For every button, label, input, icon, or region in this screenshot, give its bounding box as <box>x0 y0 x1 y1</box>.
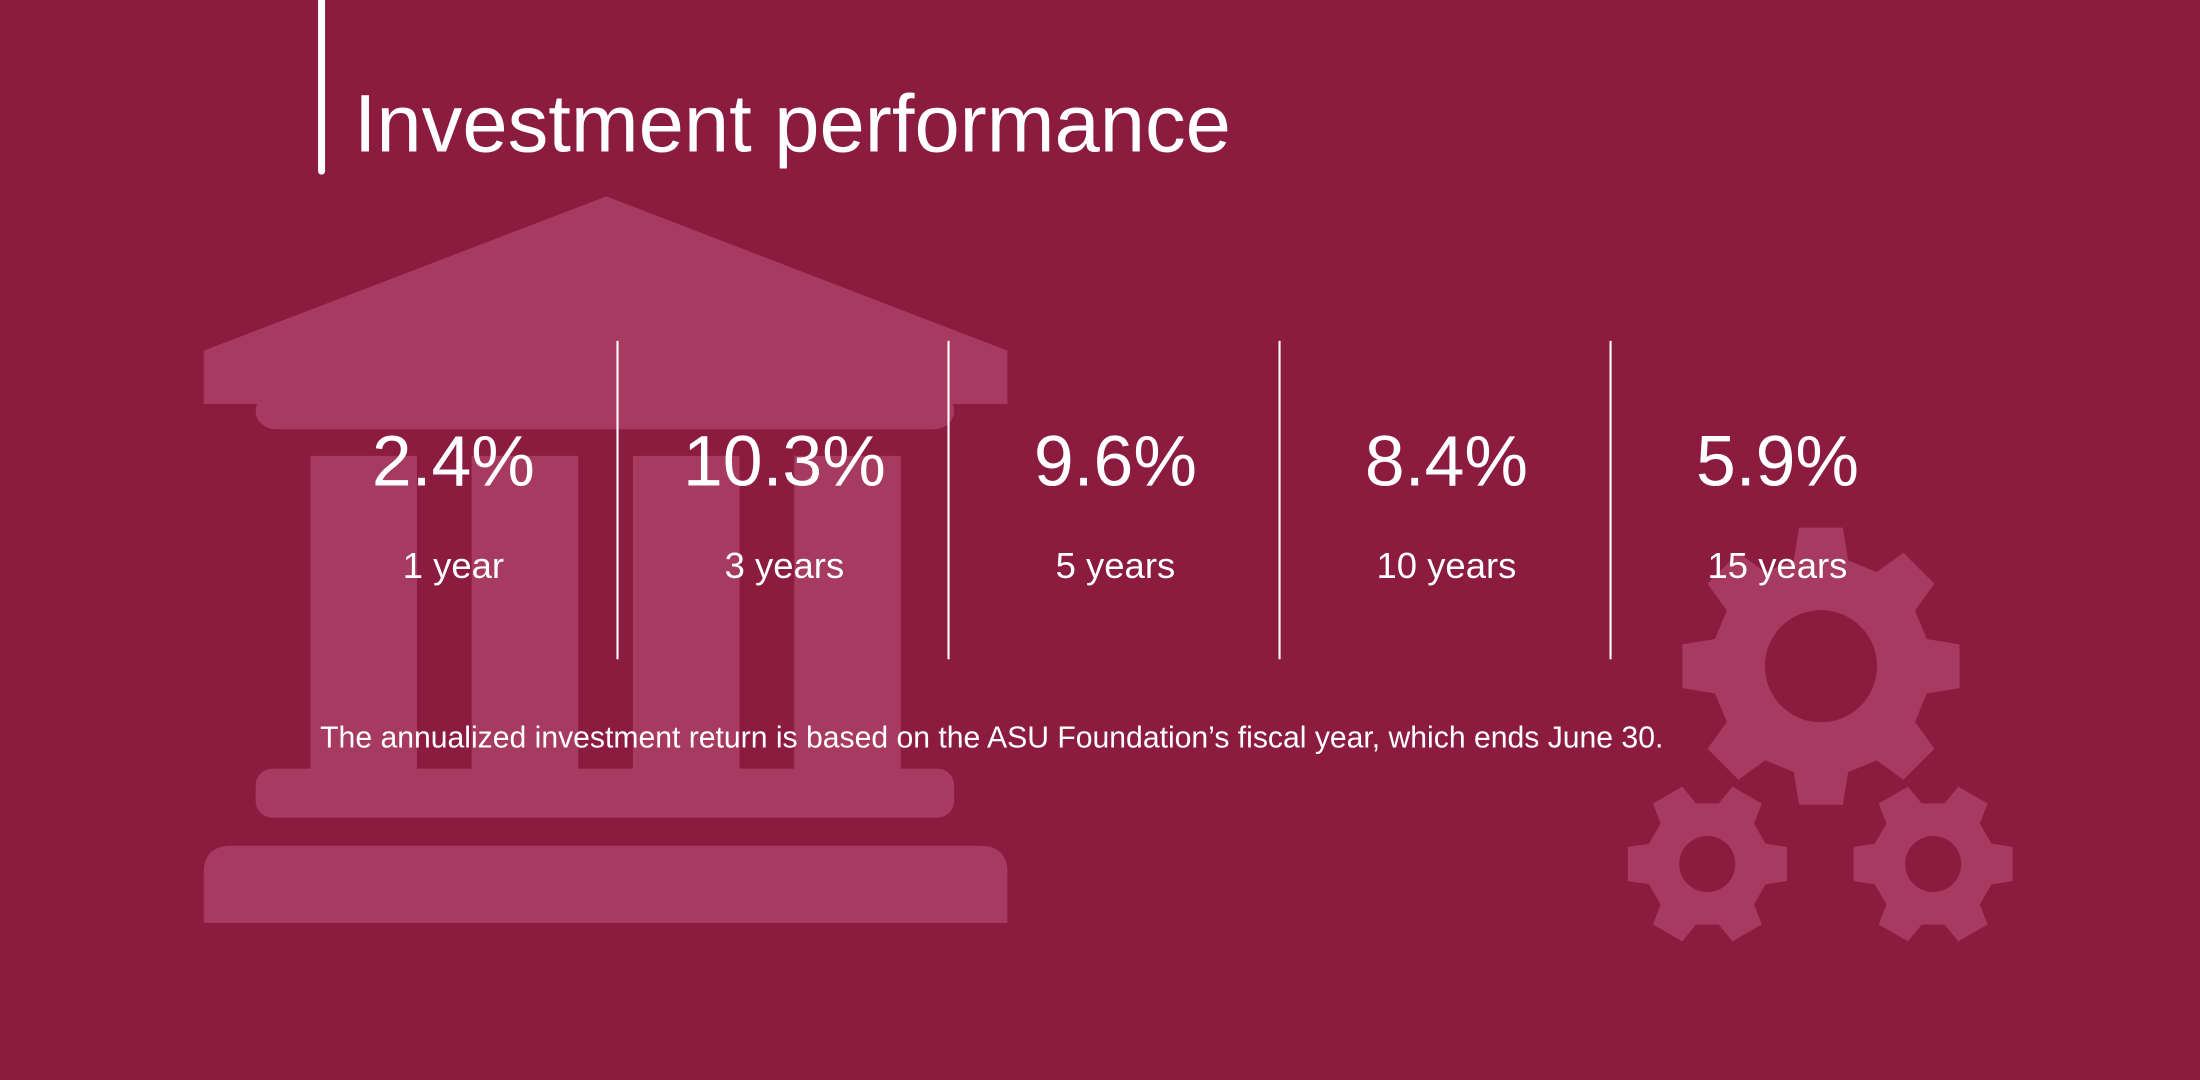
gear <box>1627 786 1787 942</box>
stat-value: 10.3% <box>683 421 886 501</box>
stat-label: 1 year <box>403 545 504 586</box>
stat-value: 8.4% <box>1365 421 1528 501</box>
bank-icon <box>203 196 1008 923</box>
stat-label: 15 years <box>1708 545 1848 586</box>
stat-label: 3 years <box>725 545 845 586</box>
title: Investment performance <box>354 78 1231 169</box>
roof-beam <box>255 392 955 430</box>
gear <box>1853 786 2013 942</box>
stat-label: 10 years <box>1377 545 1517 586</box>
column <box>310 455 417 779</box>
column <box>794 455 901 779</box>
column <box>632 455 740 779</box>
stat-value: 9.6% <box>1034 421 1197 501</box>
stats: 2.4% 1 year 10.3% 3 years 9.6% 5 years 8.4% 10 … <box>372 340 1859 660</box>
plinth <box>203 845 1008 923</box>
stat-value: 2.4% <box>372 421 535 501</box>
stat-value: 5.9% <box>1696 421 1859 501</box>
footnote: The annualized investment return is base… <box>320 722 1663 755</box>
column <box>471 455 579 779</box>
stat-label: 5 years <box>1056 545 1176 586</box>
gear <box>1682 527 1960 805</box>
roof <box>203 196 1008 404</box>
base <box>255 768 955 818</box>
gears-icon <box>1627 527 2013 942</box>
